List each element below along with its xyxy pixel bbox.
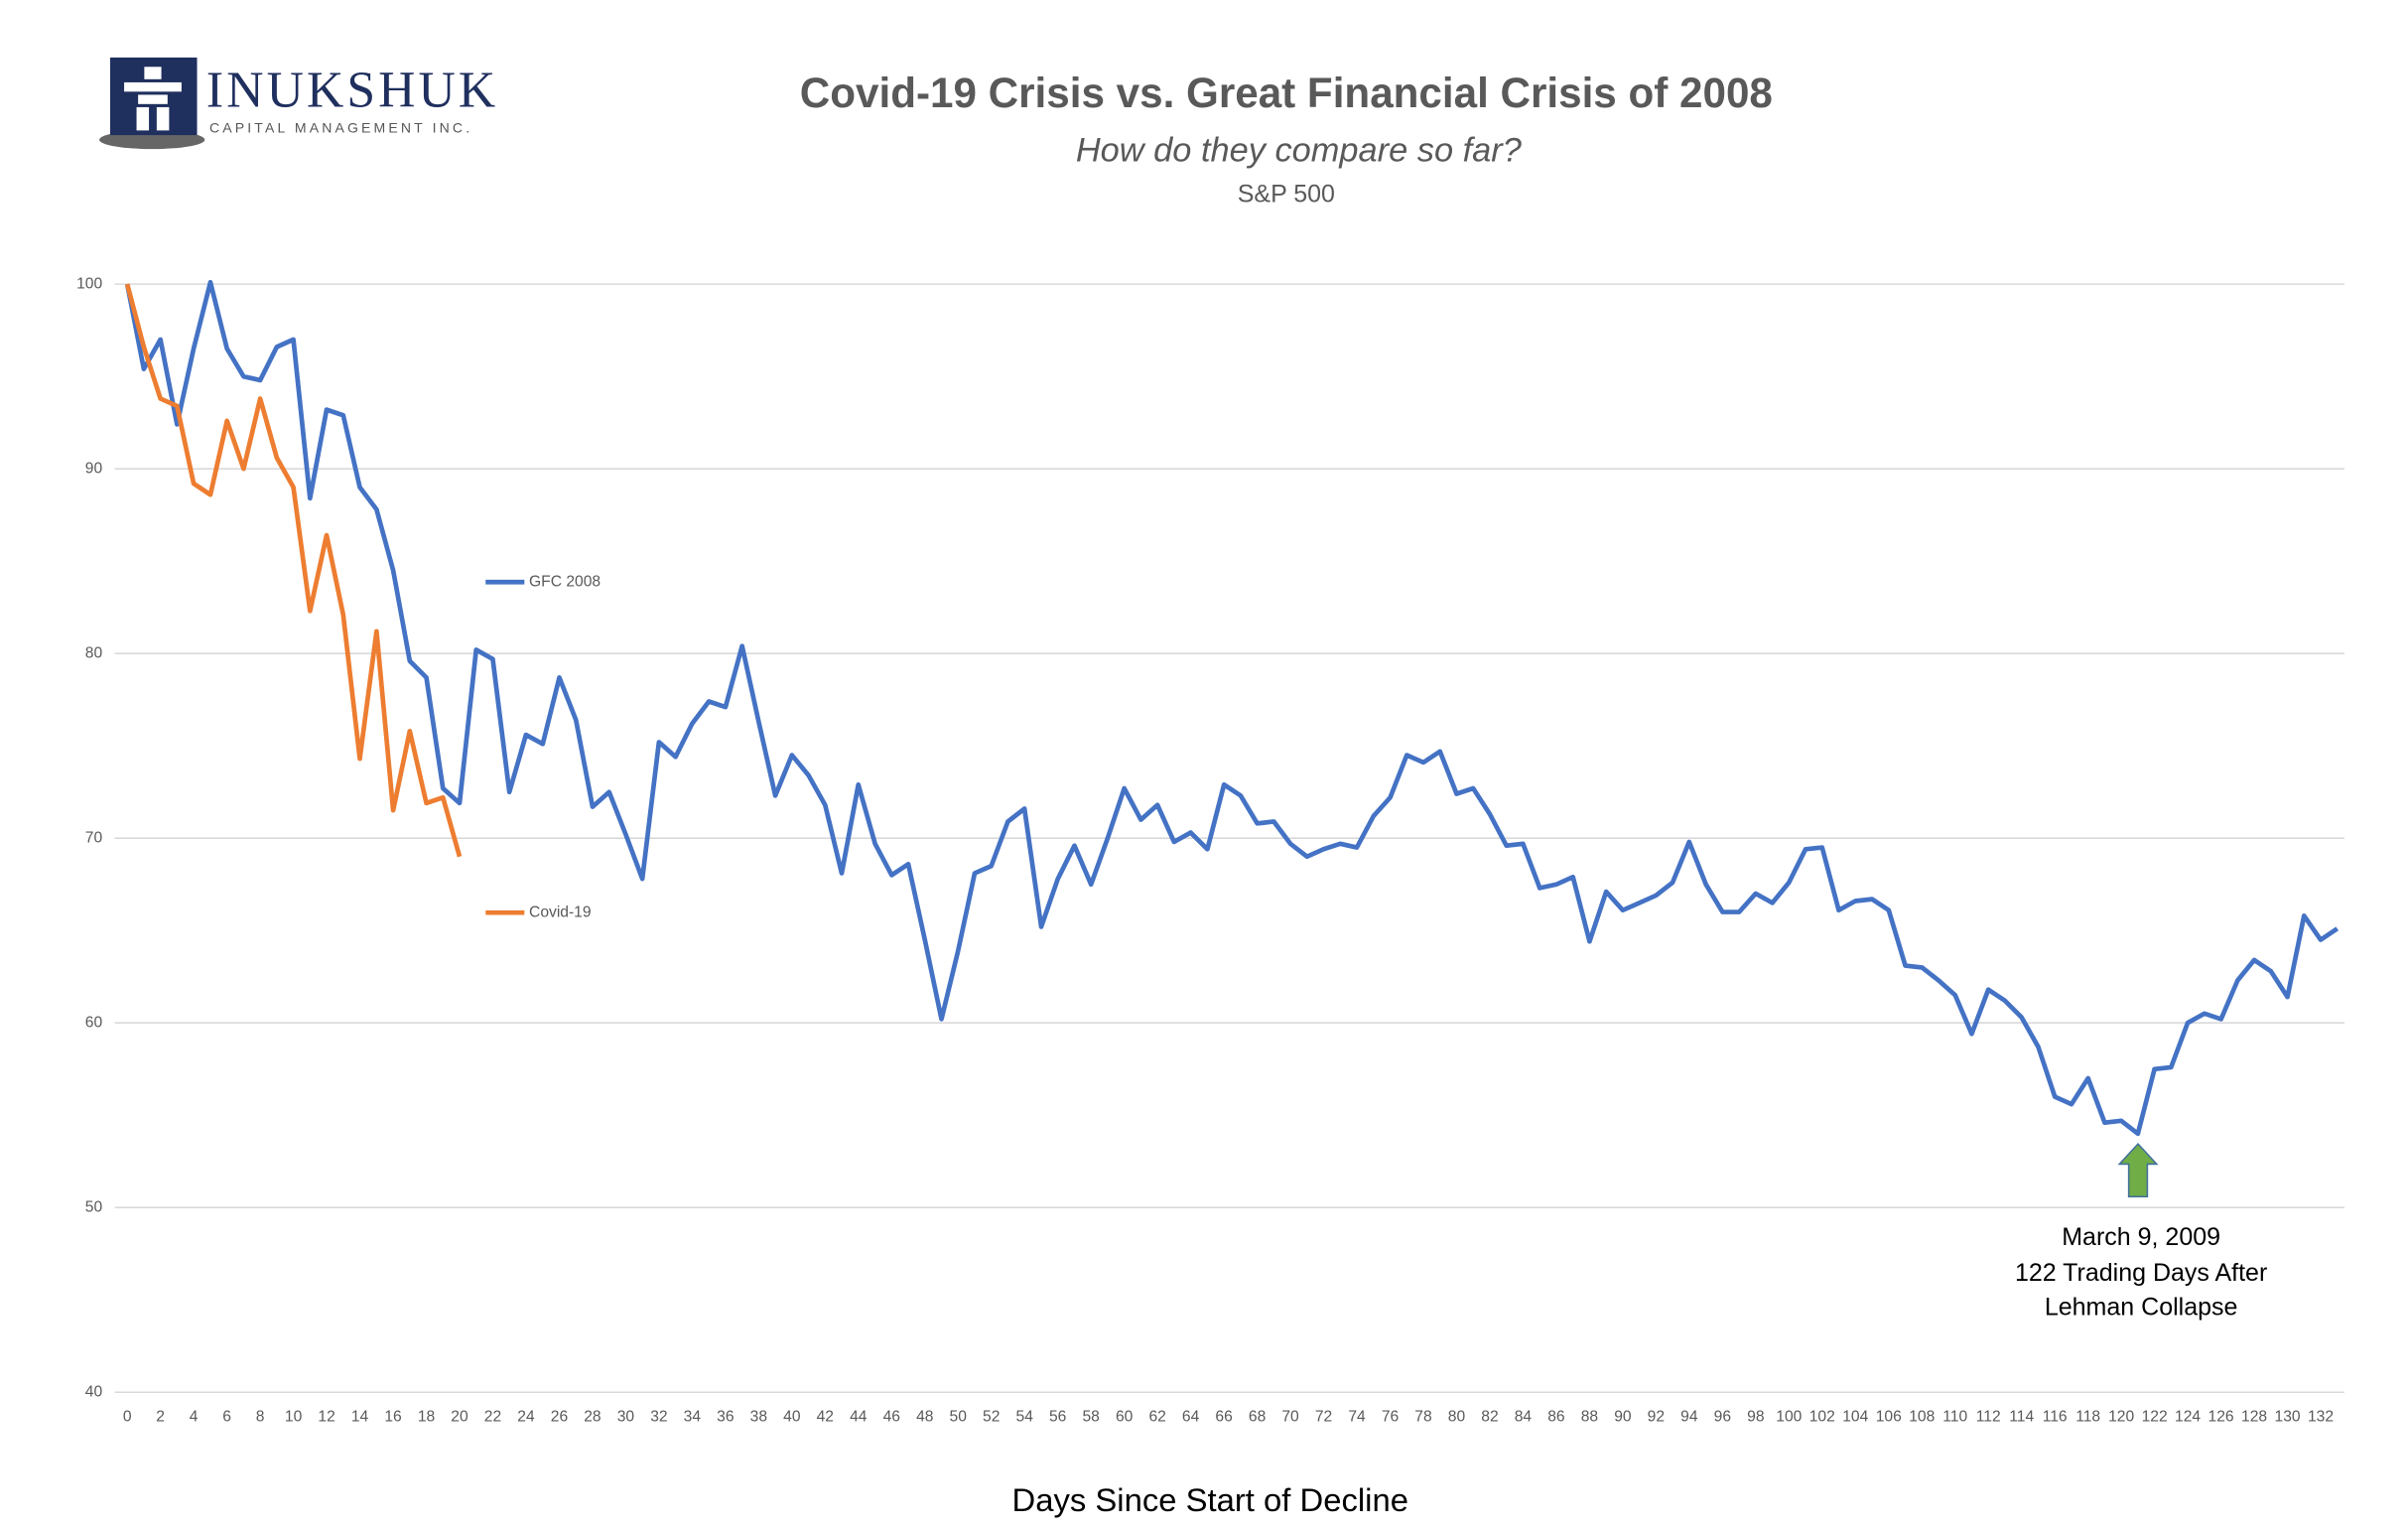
x-tick-label: 132 bbox=[2308, 1408, 2334, 1425]
x-tick-label: 118 bbox=[2075, 1408, 2100, 1425]
x-tick-label: 108 bbox=[1909, 1408, 1935, 1425]
x-tick-label: 70 bbox=[1281, 1408, 1299, 1425]
logo-tagline: CAPITAL MANAGEMENT INC. bbox=[209, 120, 472, 136]
x-tick-label: 96 bbox=[1714, 1408, 1731, 1425]
x-tick-label: 28 bbox=[584, 1408, 602, 1425]
legend-label: GFC 2008 bbox=[529, 573, 601, 590]
x-tick-label: 6 bbox=[222, 1408, 231, 1425]
x-tick-label: 20 bbox=[451, 1408, 468, 1425]
x-tick-label: 130 bbox=[2275, 1408, 2301, 1425]
x-tick-label: 14 bbox=[351, 1408, 369, 1425]
annotation: Lehman Collapse bbox=[2045, 1293, 2238, 1321]
y-tick-label: 80 bbox=[85, 644, 103, 661]
x-tick-label: 76 bbox=[1382, 1408, 1399, 1425]
annotation: March 9, 2009 bbox=[2062, 1223, 2220, 1251]
logo: INUKSHUK CAPITAL MANAGEMENT INC. bbox=[99, 57, 498, 150]
x-tick-label: 104 bbox=[1842, 1408, 1868, 1425]
x-tick-label: 90 bbox=[1614, 1408, 1632, 1425]
x-tick-label: 116 bbox=[2043, 1408, 2068, 1425]
x-tick-label: 124 bbox=[2175, 1408, 2201, 1425]
y-tick-label: 60 bbox=[85, 1014, 103, 1031]
x-tick-label: 98 bbox=[1747, 1408, 1765, 1425]
x-tick-label: 8 bbox=[256, 1408, 265, 1425]
x-tick-label: 52 bbox=[983, 1408, 1000, 1425]
chart-title: Covid-19 Crisis vs. Great Financial Cris… bbox=[800, 70, 1773, 116]
x-tick-label: 60 bbox=[1116, 1408, 1134, 1425]
x-tick-label: 80 bbox=[1448, 1408, 1466, 1425]
x-tick-label: 12 bbox=[318, 1408, 334, 1425]
x-tick-label: 66 bbox=[1215, 1408, 1232, 1425]
x-tick-label: 26 bbox=[551, 1408, 568, 1425]
x-tick-label: 16 bbox=[384, 1408, 401, 1425]
x-tick-label: 22 bbox=[484, 1408, 501, 1425]
x-tick-label: 42 bbox=[817, 1408, 834, 1425]
x-tick-label: 110 bbox=[1942, 1408, 1967, 1425]
x-tick-label: 74 bbox=[1348, 1408, 1366, 1425]
x-tick-label: 68 bbox=[1249, 1408, 1267, 1425]
x-tick-label: 34 bbox=[684, 1408, 702, 1425]
x-tick-label: 64 bbox=[1182, 1408, 1200, 1425]
x-tick-label: 84 bbox=[1515, 1408, 1533, 1425]
x-tick-label: 4 bbox=[190, 1408, 199, 1425]
x-tick-label: 82 bbox=[1481, 1408, 1498, 1425]
x-tick-label: 86 bbox=[1547, 1408, 1564, 1425]
series-line bbox=[124, 283, 463, 858]
annotation-arrow bbox=[2117, 1142, 2159, 1198]
x-tick-label: 88 bbox=[1581, 1408, 1599, 1425]
x-tick-label: 56 bbox=[1049, 1408, 1066, 1425]
x-tick-label: 128 bbox=[2241, 1408, 2267, 1425]
x-tick-label: 18 bbox=[418, 1408, 436, 1425]
x-tick-label: 30 bbox=[617, 1408, 635, 1425]
chart-subtitle: How do they compare so far? bbox=[1076, 131, 1523, 169]
x-tick-label: 72 bbox=[1315, 1408, 1332, 1425]
x-tick-label: 40 bbox=[783, 1408, 801, 1425]
x-tick-label: 24 bbox=[517, 1408, 535, 1425]
logo-figure bbox=[124, 67, 182, 131]
x-tick-label: 78 bbox=[1414, 1408, 1432, 1425]
series-line bbox=[124, 279, 2340, 1137]
x-tick-label: 32 bbox=[650, 1408, 667, 1425]
x-tick-label: 112 bbox=[1976, 1408, 2001, 1425]
x-tick-label: 100 bbox=[1776, 1408, 1802, 1425]
y-tick-label: 50 bbox=[85, 1198, 103, 1215]
y-tick-label: 70 bbox=[85, 829, 103, 846]
x-tick-label: 120 bbox=[2108, 1408, 2134, 1425]
x-tick-label: 102 bbox=[1809, 1408, 1835, 1425]
logo-name: INUKSHUK bbox=[206, 62, 498, 118]
annotation: 122 Trading Days After bbox=[2015, 1259, 2267, 1287]
x-tick-label: 94 bbox=[1680, 1408, 1698, 1425]
y-tick-label: 90 bbox=[85, 460, 103, 477]
x-tick-label: 36 bbox=[717, 1408, 734, 1425]
x-tick-label: 0 bbox=[123, 1408, 132, 1425]
x-axis-label: Days Since Start of Decline bbox=[1012, 1481, 1408, 1518]
x-tick-label: 38 bbox=[750, 1408, 768, 1425]
x-tick-label: 2 bbox=[156, 1408, 165, 1425]
x-tick-label: 48 bbox=[916, 1408, 934, 1425]
x-tick-label: 50 bbox=[950, 1408, 968, 1425]
chart-subtitle: S&P 500 bbox=[1238, 181, 1335, 209]
x-tick-label: 122 bbox=[2142, 1408, 2168, 1425]
x-tick-label: 58 bbox=[1082, 1408, 1100, 1425]
legend-label: Covid-19 bbox=[529, 904, 592, 920]
x-tick-label: 106 bbox=[1876, 1408, 1902, 1425]
x-tick-label: 62 bbox=[1148, 1408, 1165, 1425]
x-tick-label: 44 bbox=[850, 1408, 868, 1425]
x-tick-label: 10 bbox=[285, 1408, 303, 1425]
x-tick-label: 54 bbox=[1016, 1408, 1034, 1425]
y-tick-label: 100 bbox=[76, 275, 102, 292]
y-tick-label: 40 bbox=[85, 1383, 103, 1400]
x-tick-label: 46 bbox=[883, 1408, 900, 1425]
x-tick-label: 92 bbox=[1648, 1408, 1665, 1425]
x-tick-label: 126 bbox=[2208, 1408, 2234, 1425]
x-tick-label: 114 bbox=[2009, 1408, 2034, 1425]
